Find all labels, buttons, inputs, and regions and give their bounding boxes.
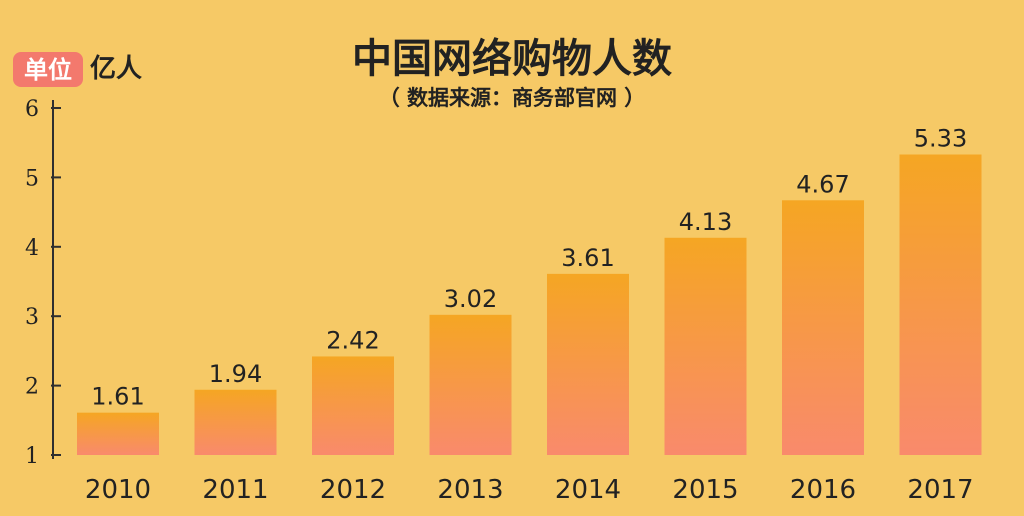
bar-2010 [77, 412, 159, 455]
x-tick-label: 2017 [907, 475, 973, 505]
x-tick-label: 2013 [437, 475, 503, 505]
x-tick-label: 2011 [202, 475, 268, 505]
chart-header: 中国网络购物人数 （ 数据来源：商务部官网 ） [352, 36, 672, 110]
x-tick-label: 2016 [790, 475, 856, 505]
bar-value-label: 1.94 [209, 360, 262, 388]
bar-value-label: 3.02 [444, 285, 497, 313]
unit-text: 亿人 [90, 54, 142, 84]
bar-value-label: 1.61 [91, 383, 144, 411]
y-tick-label: 6 [25, 97, 39, 122]
chart-subtitle: （ 数据来源：商务部官网 ） [379, 86, 646, 110]
y-tick-label: 3 [25, 305, 39, 330]
bars-layer: 1.61 1.94 2.42 3.02 3.61 4.13 4.67 5.33 [77, 124, 982, 456]
bar-2014 [547, 273, 629, 455]
x-axis: 2010 2011 2012 2013 2014 2015 2016 2017 [85, 475, 974, 505]
bar-2011 [194, 389, 277, 455]
bar-2013 [429, 314, 512, 455]
bar-value-label: 3.61 [561, 244, 614, 272]
y-tick-label: 5 [25, 166, 39, 191]
bar-value-label: 4.13 [679, 208, 732, 236]
y-tick-label: 4 [25, 236, 39, 261]
x-tick-label: 2012 [320, 475, 386, 505]
bar-2016 [782, 200, 864, 455]
y-tick-label: 1 [25, 444, 39, 469]
unit-badge [13, 52, 83, 87]
chart-title: 中国网络购物人数 [352, 36, 672, 82]
x-tick-label: 2010 [85, 475, 151, 505]
x-tick-label: 2014 [555, 475, 621, 505]
bar-2012 [312, 356, 394, 455]
bar-2015 [664, 237, 747, 455]
y-tick-label: 2 [25, 375, 39, 400]
y-axis: 1 2 3 4 5 6 [25, 97, 61, 469]
x-tick-label: 2015 [672, 475, 738, 505]
unit-label-group: 单位 亿人 [13, 52, 142, 87]
bar-value-label: 4.67 [796, 170, 849, 198]
bar-2017 [899, 154, 982, 456]
bar-value-label: 5.33 [914, 124, 967, 152]
bar-value-label: 2.42 [326, 326, 379, 354]
unit-badge-text: 单位 [24, 56, 72, 84]
